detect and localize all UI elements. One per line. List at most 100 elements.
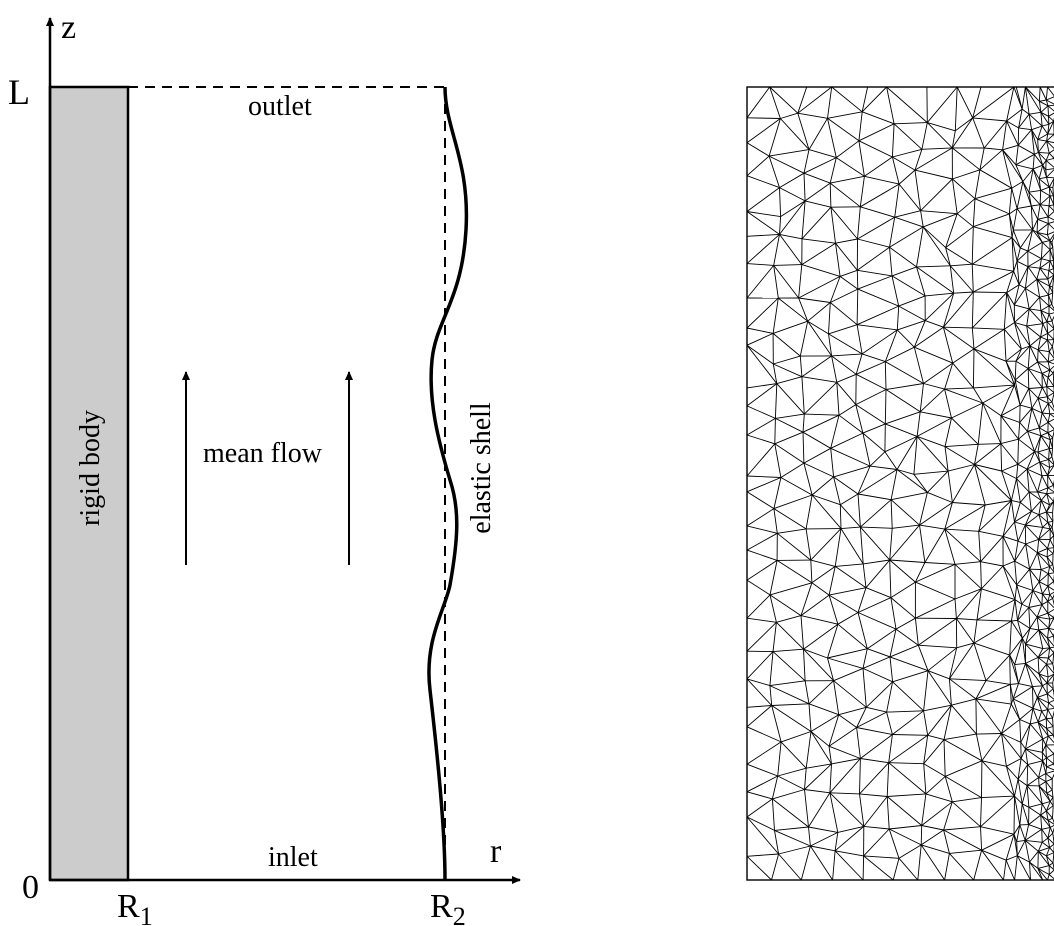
mesh-edge [973, 642, 987, 681]
mesh-edge [1048, 313, 1053, 322]
mesh-edge [979, 169, 1012, 189]
mesh-edge [857, 493, 892, 501]
mesh-edge [1014, 368, 1029, 381]
mesh-edge [1036, 232, 1051, 241]
mesh-edge [951, 117, 974, 149]
mesh-edge [1047, 205, 1050, 217]
mesh-edge [865, 681, 893, 708]
mesh-edge [746, 798, 773, 818]
mesh-edge [1006, 120, 1019, 129]
mesh-edge [1052, 718, 1054, 727]
mesh-edge [949, 678, 977, 700]
mesh-edge [1014, 384, 1021, 406]
mesh-edge [981, 795, 1015, 799]
mesh-edge [920, 210, 924, 227]
mesh-edge [830, 432, 864, 449]
mesh-edge [835, 242, 858, 271]
mesh-edge [804, 768, 807, 790]
mesh-edge [1011, 237, 1015, 272]
mesh-edge [1048, 699, 1054, 704]
mesh-border [746, 86, 1054, 881]
mesh-edge [1036, 697, 1043, 712]
mesh-edge [1038, 777, 1040, 786]
mesh-edge [836, 373, 857, 383]
mesh-edge [1017, 540, 1026, 545]
mesh-edge [1029, 861, 1044, 881]
mesh-edge [746, 405, 776, 419]
mesh-edge [1047, 86, 1054, 97]
mesh-edge [976, 599, 1016, 621]
mesh-edge [1015, 360, 1029, 369]
mesh-edge [916, 417, 952, 437]
mesh-edge [896, 306, 900, 330]
mesh-edge [1051, 292, 1054, 305]
mesh-edge [1001, 470, 1017, 480]
mesh-edge [976, 733, 1002, 735]
mesh-edge [798, 297, 809, 322]
mesh-edge [772, 651, 806, 682]
mesh-edge [1011, 230, 1014, 238]
mesh-edge [1029, 345, 1039, 363]
mesh-edge [1015, 345, 1031, 362]
mesh-edge [1042, 647, 1050, 650]
mesh-edge [769, 680, 806, 687]
mesh-edge [830, 288, 858, 303]
mesh-edge [980, 797, 982, 827]
mesh-edge [1000, 415, 1020, 423]
mesh-edge [746, 118, 781, 144]
mesh-edge [1047, 104, 1054, 107]
mesh-edge [1014, 379, 1030, 389]
mesh-edge [915, 598, 956, 619]
mesh-edge [1002, 565, 1016, 600]
mesh-edge [1025, 543, 1031, 570]
mesh-edge [1036, 616, 1050, 629]
mesh-edge [1014, 662, 1026, 666]
mesh-edge [1025, 748, 1043, 753]
mesh-edge [1037, 475, 1043, 493]
mesh-edge [772, 648, 804, 653]
mesh-edge [1021, 803, 1030, 808]
mesh-edge [863, 855, 894, 881]
mesh-edge [1049, 646, 1054, 649]
mesh-edge [1025, 656, 1039, 664]
mesh-edge [856, 270, 859, 290]
mesh-edge [1038, 847, 1050, 852]
mesh-edge [919, 524, 945, 530]
mesh-edge [797, 86, 832, 114]
mesh-edge [1047, 351, 1050, 362]
mesh-edge [859, 527, 864, 564]
mesh-edge [1018, 109, 1023, 128]
mesh-edge [1040, 204, 1050, 207]
mesh-edge [1040, 810, 1047, 816]
mesh-edge [1047, 635, 1054, 639]
mesh-edge [924, 528, 946, 563]
mesh-edge [1026, 468, 1038, 493]
mesh-edge [803, 462, 834, 478]
mesh-edge [774, 829, 811, 847]
mesh-edge [1046, 99, 1054, 105]
mesh-edge [857, 216, 895, 240]
mesh-edge [1027, 361, 1038, 369]
mesh-lines [746, 86, 1054, 881]
mesh-edge [855, 373, 887, 390]
mesh-edge [921, 793, 927, 826]
mesh-edge [1049, 843, 1054, 848]
mesh-edge [1028, 491, 1032, 512]
mesh-edge [1027, 408, 1033, 432]
mesh-edge [943, 801, 953, 831]
mesh-edge [1039, 296, 1050, 307]
mesh-edge [952, 801, 981, 828]
mesh-edge [1020, 758, 1029, 765]
mesh-edge [1046, 511, 1049, 523]
mesh-edge [1014, 502, 1021, 523]
mesh-edge [1048, 617, 1054, 629]
mesh-edge [884, 329, 898, 362]
mesh-edge [1048, 120, 1054, 125]
mesh-edge [885, 411, 921, 425]
mesh-edge [810, 731, 832, 765]
mesh-edge [1042, 323, 1049, 334]
mesh-edge [1017, 779, 1023, 804]
mesh-edge [1039, 86, 1047, 101]
mesh-edge [772, 798, 809, 828]
mesh-edge [1010, 698, 1014, 705]
